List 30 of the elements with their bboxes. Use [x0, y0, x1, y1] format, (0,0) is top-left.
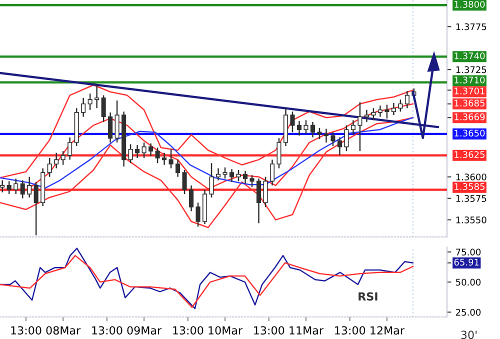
x-tick-label: 08Mar [46, 326, 81, 335]
annotation: RSI [358, 292, 378, 301]
y-tick-label: 50.00 [456, 278, 481, 286]
x-tick-label: 09Mar [127, 326, 162, 335]
x-tick-label: 13:00 [254, 326, 284, 335]
x-tick-label: 12Mar [370, 326, 404, 335]
x-tick-label: 13:00 [173, 326, 204, 335]
y-tick-label: 1.3725 [456, 66, 486, 74]
y-tick-label: 1.3575 [456, 195, 486, 202]
x-tick-label: 11Mar [290, 326, 324, 335]
ref-line-label: 1.3800 [454, 0, 485, 8]
y-tick-label: 1.3600 [456, 174, 486, 180]
ref-line-label: 1.3740 [454, 52, 485, 60]
x-tick-label: 10Mar [208, 326, 243, 335]
x-tick-label: 13:00 [92, 326, 122, 335]
y-tick-label: 1.3685 [454, 100, 485, 107]
ref-line-label: 1.3650 [454, 130, 485, 137]
x-tick-label: 13:00 [11, 326, 42, 335]
y-tick-label: 1.3701 [454, 88, 484, 94]
x-tick-label: 13:00 [335, 326, 366, 335]
y-tick-label: 1.3669 [454, 113, 485, 120]
y-tick-label: 75.00 [456, 248, 481, 256]
ref-line-label: 1.3625 [454, 151, 485, 158]
text: 30' [461, 330, 477, 339]
y-tick-label: 25.00 [456, 308, 481, 316]
ref-line-label: 1.3585 [454, 183, 485, 190]
y-tick-label: 1.3550 [456, 216, 486, 224]
ref-line-label: 1.3710 [454, 76, 485, 84]
y-tick-label: 1.3775 [456, 23, 486, 30]
y-tick-label: 65.91 [454, 258, 479, 266]
